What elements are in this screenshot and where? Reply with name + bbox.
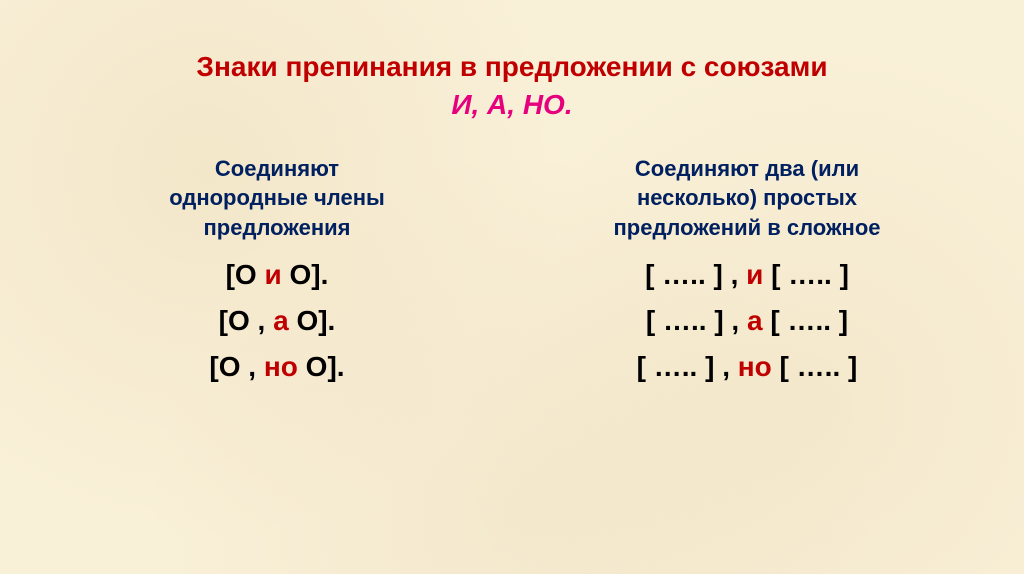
left-heading-l2: однородные члены [169, 185, 385, 210]
title-line-1: Знаки препинания в предложении с союзами [196, 51, 827, 82]
title-line-2: И, А, НО. [451, 89, 572, 120]
left-column: Соединяют однородные члены предложения [… [87, 154, 467, 383]
left-heading: Соединяют однородные члены предложения [87, 154, 467, 243]
row-conj: и [265, 259, 282, 290]
row-pre: [ ….. ] , [645, 259, 746, 290]
left-heading-l1: Соединяют [215, 156, 339, 181]
row-pre: [О , [209, 351, 263, 382]
row-post: [ ….. ] [763, 305, 849, 336]
row-post: О]. [298, 351, 345, 382]
right-row: [ ….. ] , а [ ….. ] [646, 305, 848, 337]
row-post: [ ….. ] [772, 351, 858, 382]
row-pre: [ ….. ] , [637, 351, 738, 382]
row-post: [ ….. ] [763, 259, 849, 290]
row-conj: а [273, 305, 289, 336]
row-pre: [О [226, 259, 265, 290]
row-post: О]. [282, 259, 329, 290]
left-rows: [О и О]. [О , а О]. [О , но О]. [87, 259, 467, 383]
left-row: [О , но О]. [209, 351, 344, 383]
row-pre: [ ….. ] , [646, 305, 747, 336]
right-heading-l3: предложений в сложное [613, 215, 880, 240]
right-row: [ ….. ] , и [ ….. ] [645, 259, 849, 291]
row-conj: но [264, 351, 298, 382]
row-conj: а [747, 305, 763, 336]
right-heading-l2: несколько) простых [637, 185, 857, 210]
right-rows: [ ….. ] , и [ ….. ] [ ….. ] , а [ ….. ] … [557, 259, 937, 383]
right-row: [ ….. ] , но [ ….. ] [637, 351, 858, 383]
row-conj: но [738, 351, 772, 382]
right-heading-l1: Соединяют два (или [635, 156, 859, 181]
right-heading: Соединяют два (или несколько) простых пр… [557, 154, 937, 243]
row-conj: и [746, 259, 763, 290]
main-title: Знаки препинания в предложении с союзами… [60, 48, 964, 124]
columns: Соединяют однородные члены предложения [… [50, 154, 974, 383]
right-column: Соединяют два (или несколько) простых пр… [557, 154, 937, 383]
left-heading-l3: предложения [204, 215, 351, 240]
row-pre: [О , [219, 305, 273, 336]
left-row: [О и О]. [226, 259, 329, 291]
left-row: [О , а О]. [219, 305, 336, 337]
row-post: О]. [289, 305, 336, 336]
